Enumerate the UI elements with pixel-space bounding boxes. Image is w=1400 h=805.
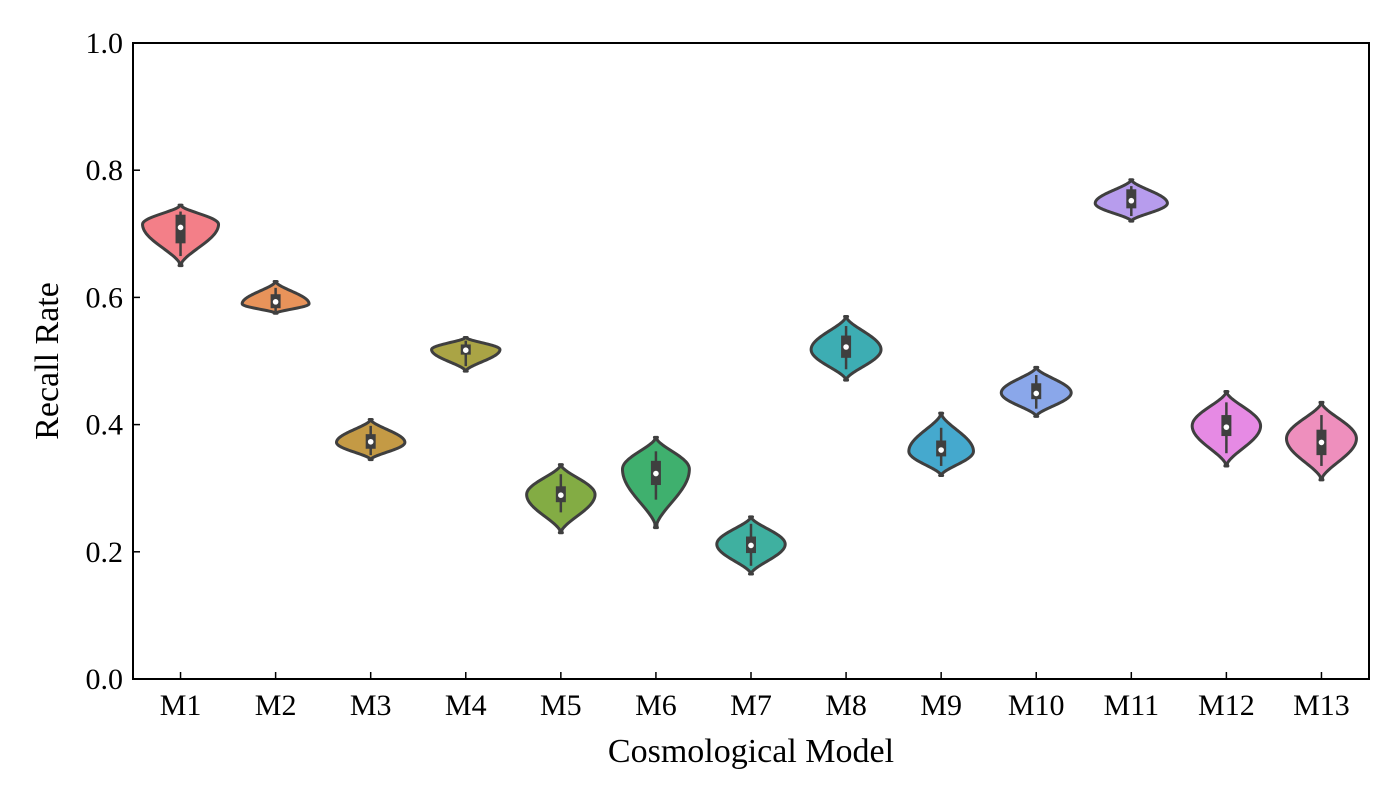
violin-median-dot — [1224, 424, 1230, 430]
violin-median-dot — [558, 492, 564, 498]
violin-median-dot — [748, 543, 754, 549]
violins-layer — [143, 180, 1357, 574]
y-axis: 0.0 0.2 0.4 0.6 0.8 1.0 — [86, 27, 141, 696]
x-tick-label-m3: M3 — [350, 689, 392, 722]
x-tick-label-m5: M5 — [540, 689, 582, 722]
violin-m10 — [1001, 367, 1071, 416]
y-tick-label: 0.0 — [86, 663, 124, 696]
x-tick-label-m10: M10 — [1008, 689, 1065, 722]
violin-m5 — [527, 465, 595, 533]
x-tick-label-m6: M6 — [635, 689, 677, 722]
violin-m3 — [337, 420, 405, 460]
x-tick-label-m9: M9 — [920, 689, 962, 722]
x-tick-label-m11: M11 — [1104, 689, 1160, 722]
violin-m11 — [1095, 180, 1167, 221]
y-tick-label: 1.0 — [86, 27, 124, 60]
violin-m8 — [811, 316, 881, 380]
violin-median-dot — [178, 225, 184, 231]
violin-m2 — [242, 282, 309, 314]
violin-median-dot — [463, 347, 469, 353]
violin-median-dot — [653, 471, 659, 477]
violin-median-dot — [938, 447, 944, 453]
y-axis-title: Recall Rate — [29, 282, 66, 440]
violin-median-dot — [368, 439, 374, 445]
x-tick-label-m1: M1 — [160, 689, 202, 722]
y-tick-label: 0.2 — [86, 536, 124, 569]
violin-median-dot — [1129, 198, 1135, 204]
violin-m4 — [432, 337, 500, 371]
x-tick-label-m4: M4 — [445, 689, 487, 722]
y-tick-label: 0.4 — [86, 409, 124, 442]
violin-m12 — [1192, 392, 1260, 466]
x-tick-label-m7: M7 — [730, 689, 772, 722]
violin-m7 — [717, 517, 785, 574]
y-tick-label: 0.6 — [86, 281, 124, 314]
violin-median-dot — [1033, 391, 1039, 397]
x-tick-label-m2: M2 — [255, 689, 297, 722]
x-tick-label-m13: M13 — [1293, 689, 1350, 722]
violin-m9 — [909, 413, 974, 475]
violin-m6 — [622, 437, 689, 527]
y-tick-label: 0.8 — [86, 154, 124, 187]
plot-frame — [133, 43, 1369, 679]
violin-m1 — [143, 205, 219, 265]
violin-m13 — [1287, 402, 1357, 480]
x-tick-label-m12: M12 — [1198, 689, 1255, 722]
violin-median-dot — [1319, 440, 1325, 446]
x-tick-label-m8: M8 — [825, 689, 867, 722]
violin-median-dot — [843, 344, 849, 350]
x-axis-title: Cosmological Model — [608, 733, 894, 770]
violin-median-dot — [273, 299, 279, 305]
